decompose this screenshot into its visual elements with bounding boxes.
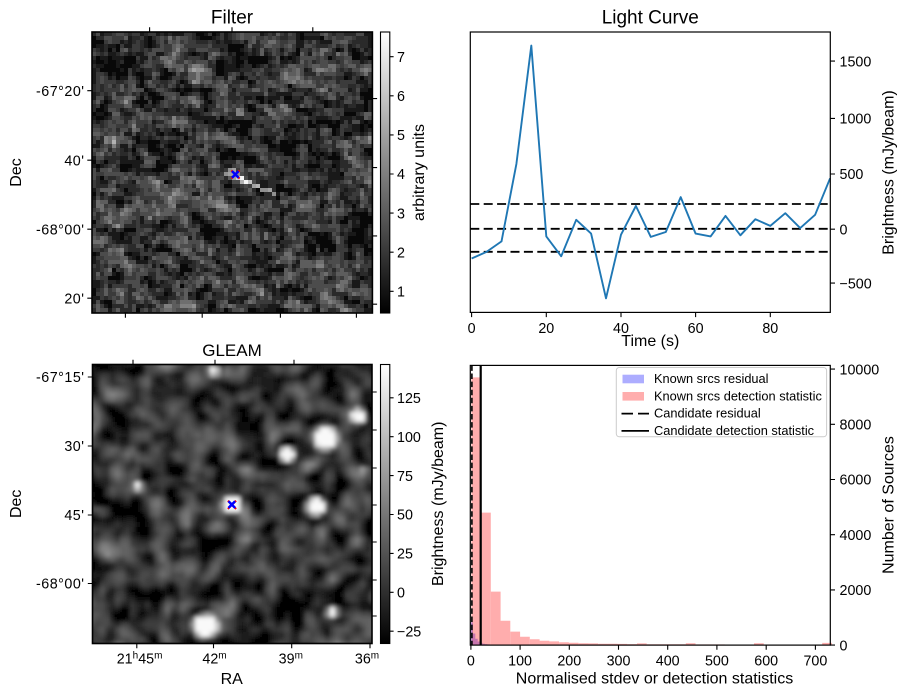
svg-text:60: 60 [688,321,704,337]
svg-text:1: 1 [397,285,405,301]
svg-text:45': 45' [64,508,84,524]
svg-text:Candidate detection statistic: Candidate detection statistic [654,423,815,438]
svg-text:25: 25 [397,547,413,563]
svg-text:700: 700 [803,653,827,669]
svg-text:0: 0 [840,638,848,654]
svg-text:6: 6 [397,89,405,105]
svg-text:400: 400 [656,653,680,669]
svg-text:200: 200 [557,653,581,669]
svg-text:20': 20' [64,291,84,307]
svg-text:30': 30' [64,439,84,455]
svg-text:−500: −500 [840,276,872,292]
svg-text:8000: 8000 [840,418,872,434]
svg-text:-68°00': -68°00' [36,222,85,238]
svg-text:Time (s): Time (s) [621,333,679,350]
svg-text:Known srcs residual: Known srcs residual [654,371,769,386]
svg-text:125: 125 [397,391,421,407]
svg-text:1000: 1000 [840,112,872,128]
svg-text:0: 0 [840,222,848,238]
svg-text:RA: RA [221,671,244,688]
svg-text:0: 0 [468,321,476,337]
svg-text:100: 100 [397,430,421,446]
svg-text:Number of Sources: Number of Sources [881,436,898,574]
svg-text:600: 600 [754,653,778,669]
svg-text:Known srcs detection statistic: Known srcs detection statistic [654,388,822,403]
svg-text:500: 500 [705,653,729,669]
svg-text:Candidate residual: Candidate residual [654,406,761,421]
svg-text:Light Curve: Light Curve [602,8,699,29]
svg-text:2000: 2000 [840,583,872,599]
svg-text:3: 3 [397,206,405,222]
svg-text:40': 40' [64,153,84,169]
svg-text:6000: 6000 [840,473,872,489]
svg-text:300: 300 [607,653,631,669]
svg-text:2: 2 [397,245,405,261]
svg-text:-67°15': -67°15' [36,370,85,386]
svg-text:Dec: Dec [8,158,25,186]
svg-text:Normalised stdev or detection: Normalised stdev or detection statistics [516,671,793,688]
svg-text:4000: 4000 [840,528,872,544]
svg-text:Brightness (mJy/beam): Brightness (mJy/beam) [881,90,898,255]
svg-text:21h45m: 21h45m [117,651,163,668]
svg-text:20: 20 [538,321,554,337]
svg-text:Filter: Filter [211,8,254,29]
svg-text:Brightness (mJy/beam): Brightness (mJy/beam) [430,422,447,587]
svg-text:50: 50 [397,508,413,524]
svg-text:0: 0 [467,653,475,669]
svg-text:500: 500 [840,167,864,183]
svg-text:80: 80 [762,321,778,337]
svg-text:−25: −25 [397,624,421,640]
svg-text:-68°00': -68°00' [36,577,85,593]
svg-text:1500: 1500 [840,54,872,70]
svg-text:7: 7 [397,50,405,66]
svg-text:arbitrary units: arbitrary units [411,124,428,221]
svg-text:5: 5 [397,128,405,144]
svg-text:4: 4 [397,167,405,183]
svg-text:GLEAM: GLEAM [202,341,262,360]
svg-text:40: 40 [613,321,629,337]
svg-text:Dec: Dec [8,490,25,518]
svg-text:10000: 10000 [840,362,880,378]
svg-text:-67°20': -67°20' [36,84,85,100]
svg-text:100: 100 [508,653,532,669]
svg-text:75: 75 [397,469,413,485]
svg-text:0: 0 [397,586,405,602]
